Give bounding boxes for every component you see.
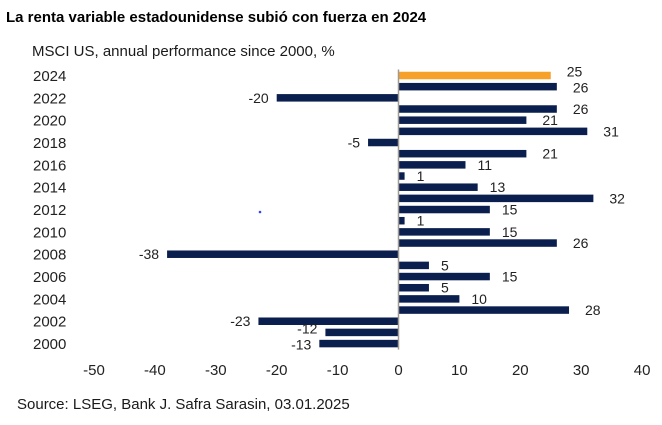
- data-label-2008: -38: [139, 246, 159, 262]
- data-label-2007: 5: [441, 257, 449, 273]
- y-tick-labels-group: 2024 2022 2020 2018 2016 2014 2012 2010 2008 2006…: [33, 68, 66, 353]
- y-tick-label-2004: 2004: [33, 291, 66, 308]
- data-label-2022: -20: [248, 90, 268, 106]
- bar-2003: [398, 306, 570, 314]
- bar-2016: [398, 161, 466, 169]
- x-tick-label-20: 20: [512, 362, 529, 379]
- bar-2023: [398, 82, 557, 91]
- x-tick-labels-group: -50 -40 -30 -20 -10 0 10 20 30 40: [83, 362, 650, 379]
- data-label-2019: 31: [603, 123, 619, 139]
- bar-2021: [398, 105, 557, 113]
- data-label-2011: 1: [417, 213, 425, 229]
- x-tick-label--20: -20: [266, 362, 288, 379]
- chart-subtitle: MSCI US, annual performance since 2000, …: [32, 43, 335, 60]
- bar-2020: [398, 116, 527, 124]
- data-label-2021: 26: [573, 101, 589, 117]
- x-tick-label-10: 10: [451, 362, 468, 379]
- bar-2009: [398, 239, 557, 247]
- y-tick-label-2020: 2020: [33, 113, 66, 130]
- y-tick-label-2000: 2000: [33, 336, 66, 353]
- y-tick-label-2018: 2018: [33, 135, 66, 152]
- data-label-2024: 25: [567, 64, 583, 80]
- bar-2008: [167, 250, 399, 258]
- data-label-2000: -13: [291, 337, 311, 353]
- source-note: Source: LSEG, Bank J. Safra Sarasin, 03.…: [17, 396, 350, 413]
- data-label-2012: 15: [502, 202, 518, 218]
- y-tick-label-2012: 2012: [33, 202, 66, 219]
- data-label-2002: -23: [230, 313, 250, 329]
- data-label-2003: 28: [585, 302, 601, 318]
- y-tick-label-2008: 2008: [33, 247, 66, 264]
- bar-2005: [398, 283, 429, 292]
- bar-2014: [398, 183, 478, 191]
- data-label-2004: 10: [471, 291, 487, 307]
- bar-2024: [398, 71, 551, 80]
- data-label-2005: 5: [441, 280, 449, 296]
- bar-2001: [325, 328, 399, 337]
- bars-group: [167, 71, 594, 348]
- bar-2004: [398, 295, 460, 303]
- data-label-2016: 11: [477, 157, 492, 173]
- y-tick-label-2024: 2024: [33, 68, 66, 85]
- bar-2011: [398, 216, 405, 225]
- bar-2002: [258, 317, 399, 325]
- data-labels-group: 2526-20262131-52111113321511526-38515510…: [139, 64, 625, 353]
- data-label-2006: 15: [502, 269, 518, 285]
- data-label-2018: -5: [348, 135, 361, 151]
- data-label-2010: 15: [502, 224, 518, 240]
- data-label-2013: 32: [609, 190, 625, 206]
- y-tick-label-2006: 2006: [33, 269, 66, 286]
- data-label-2014: 13: [490, 179, 506, 195]
- bar-2000: [319, 339, 399, 348]
- x-tick-label--40: -40: [144, 362, 166, 379]
- data-label-2017: 21: [542, 146, 558, 162]
- chart-title: La renta variable estadounidense subió c…: [6, 9, 427, 26]
- x-tick-label--30: -30: [205, 362, 227, 379]
- x-tick-label-40: 40: [634, 362, 651, 379]
- y-tick-label-2010: 2010: [33, 224, 66, 241]
- y-tick-label-2002: 2002: [33, 314, 66, 331]
- data-label-2023: 26: [573, 80, 589, 96]
- bar-2010: [398, 228, 490, 236]
- data-label-2009: 26: [573, 235, 589, 251]
- y-tick-label-2014: 2014: [33, 180, 66, 197]
- bar-2006: [398, 272, 490, 281]
- bar-2015: [398, 172, 405, 180]
- y-tick-label-2022: 2022: [33, 90, 66, 107]
- bar-2013: [398, 194, 594, 203]
- stray-dot: [258, 210, 262, 214]
- x-tick-label-0: 0: [394, 362, 402, 379]
- x-tick-label-30: 30: [573, 362, 590, 379]
- x-tick-label--10: -10: [327, 362, 349, 379]
- bar-2017: [398, 149, 527, 158]
- bar-2019: [398, 127, 588, 136]
- bar-2007: [398, 261, 429, 270]
- x-tick-label--50: -50: [83, 362, 105, 379]
- bar-2018: [368, 138, 399, 147]
- bar-2012: [398, 205, 490, 214]
- bar-2022: [276, 94, 399, 102]
- data-label-2001: -12: [297, 320, 317, 336]
- y-tick-label-2016: 2016: [33, 157, 66, 174]
- data-label-2020: 21: [542, 112, 558, 128]
- data-label-2015: 1: [417, 168, 425, 184]
